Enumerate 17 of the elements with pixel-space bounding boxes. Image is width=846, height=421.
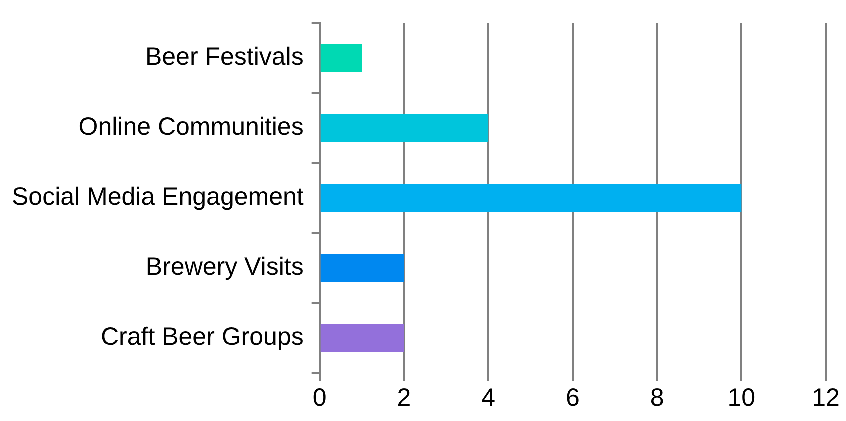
- y-tick-label: Beer Festivals: [145, 42, 304, 71]
- bar: [320, 44, 362, 72]
- x-tick-label: 8: [650, 384, 664, 412]
- y-tick-label: Brewery Visits: [146, 252, 304, 281]
- x-tick-label: 0: [312, 384, 327, 412]
- y-tick-label: Social Media Engagement: [12, 182, 304, 211]
- x-tick-label: 2: [397, 384, 412, 412]
- bar: [320, 184, 742, 212]
- y-tick-label: Craft Beer Groups: [100, 322, 304, 351]
- y-tick-label: Online Communities: [78, 112, 304, 141]
- x-tick-label: 12: [812, 384, 840, 412]
- bar: [320, 324, 404, 352]
- bar: [320, 114, 489, 142]
- bar: [320, 254, 404, 282]
- x-tick-label: 6: [566, 384, 580, 412]
- x-tick-label: 4: [482, 384, 496, 412]
- x-tick-label: 10: [728, 384, 756, 412]
